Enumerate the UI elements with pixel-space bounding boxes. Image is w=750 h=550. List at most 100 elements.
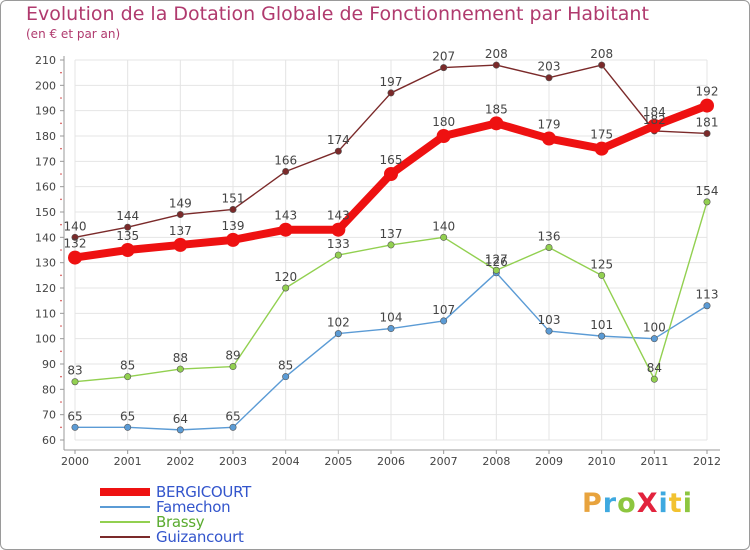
data-label: 149	[169, 197, 192, 211]
data-point	[331, 222, 346, 237]
x-tick-label: 2012	[693, 455, 721, 468]
data-point	[598, 332, 606, 340]
data-point	[173, 237, 188, 252]
data-point	[492, 266, 500, 274]
data-point	[703, 302, 711, 310]
legend-swatch	[100, 506, 150, 508]
data-point	[700, 98, 714, 113]
data-point	[703, 129, 711, 137]
data-label: 207	[432, 50, 455, 64]
data-label: 120	[274, 270, 297, 284]
y-tick-label: 190	[35, 105, 56, 118]
data-point	[176, 365, 184, 373]
data-point	[278, 222, 293, 237]
data-point	[71, 233, 79, 241]
series-famechon	[71, 269, 711, 434]
legend-swatch	[100, 536, 150, 538]
data-point	[282, 284, 290, 292]
data-label: 85	[120, 359, 135, 373]
legend-label: Guizancourt	[156, 528, 244, 546]
y-tick-label: 210	[35, 54, 56, 67]
y-tick-label: 90	[42, 358, 56, 371]
x-tick-label: 2009	[535, 455, 563, 468]
data-point	[124, 373, 132, 381]
logo-letter: t	[668, 488, 683, 519]
logo-letter: P	[582, 488, 603, 519]
data-label: 192	[696, 85, 719, 99]
x-tick-label: 2011	[640, 455, 668, 468]
data-point	[124, 423, 132, 431]
y-minor-tick	[60, 223, 62, 226]
data-label: 179	[538, 118, 561, 132]
data-label: 85	[278, 359, 293, 373]
data-label: 203	[538, 60, 561, 74]
x-tick-label: 2004	[272, 455, 300, 468]
data-point	[68, 250, 82, 265]
data-point	[545, 74, 553, 82]
x-tick-label: 2010	[588, 455, 616, 468]
data-point	[650, 335, 658, 343]
data-point	[334, 330, 342, 338]
y-minor-tick	[60, 71, 62, 74]
y-minor-tick	[60, 426, 62, 429]
x-tick-label: 2008	[482, 455, 510, 468]
data-label: 208	[485, 47, 508, 61]
data-label: 102	[327, 316, 350, 330]
data-label: 181	[696, 115, 719, 129]
data-point	[229, 423, 237, 431]
data-point	[71, 378, 79, 386]
data-point	[598, 61, 606, 69]
x-tick-label: 2002	[166, 455, 194, 468]
y-tick-label: 80	[42, 383, 56, 396]
legend-label: Famechon	[156, 498, 231, 516]
data-label: 103	[538, 313, 561, 327]
grid	[74, 59, 708, 441]
data-label: 64	[173, 412, 188, 426]
data-label: 113	[696, 288, 719, 302]
y-tick-label: 60	[42, 434, 56, 447]
proxiti-logo: ProXiti	[582, 488, 693, 519]
y-tick-label: 150	[35, 206, 56, 219]
data-point	[176, 426, 184, 434]
data-point	[387, 89, 395, 97]
data-point	[120, 243, 135, 257]
chart-title: Evolution de la Dotation Globale de Fonc…	[26, 3, 649, 25]
data-point	[436, 129, 451, 143]
y-minor-tick	[60, 97, 62, 99]
data-label: 174	[327, 133, 350, 147]
y-minor-tick	[60, 249, 62, 251]
y-minor-tick	[60, 401, 62, 403]
data-point	[492, 61, 500, 69]
data-point	[282, 167, 290, 175]
data-label: 133	[327, 237, 350, 251]
data-point	[334, 251, 342, 259]
x-tick-label: 2005	[324, 455, 352, 468]
data-label: 165	[380, 153, 403, 167]
data-label: 136	[538, 229, 561, 243]
y-tick-label: 140	[35, 231, 56, 244]
y-tick-label: 170	[35, 155, 56, 168]
data-label: 135	[116, 229, 139, 243]
data-point	[647, 118, 662, 133]
y-minor-tick	[60, 375, 62, 378]
x-tick-label: 2007	[430, 455, 458, 468]
data-label: 184	[643, 105, 666, 119]
legend-label: BERGICOURT	[156, 483, 251, 501]
series-brassy	[71, 198, 711, 386]
data-label: 185	[485, 102, 508, 116]
data-label: 137	[380, 227, 403, 241]
data-label: 208	[590, 47, 613, 61]
data-point	[334, 147, 342, 155]
data-point	[282, 373, 290, 381]
data-label: 127	[485, 252, 508, 266]
data-label: 180	[432, 115, 455, 129]
data-point	[384, 167, 398, 181]
y-tick-label: 130	[35, 257, 56, 270]
data-point	[545, 243, 553, 251]
data-point	[598, 271, 606, 279]
x-tick-label: 2006	[377, 455, 405, 468]
data-point	[440, 233, 448, 241]
data-point	[703, 198, 711, 206]
